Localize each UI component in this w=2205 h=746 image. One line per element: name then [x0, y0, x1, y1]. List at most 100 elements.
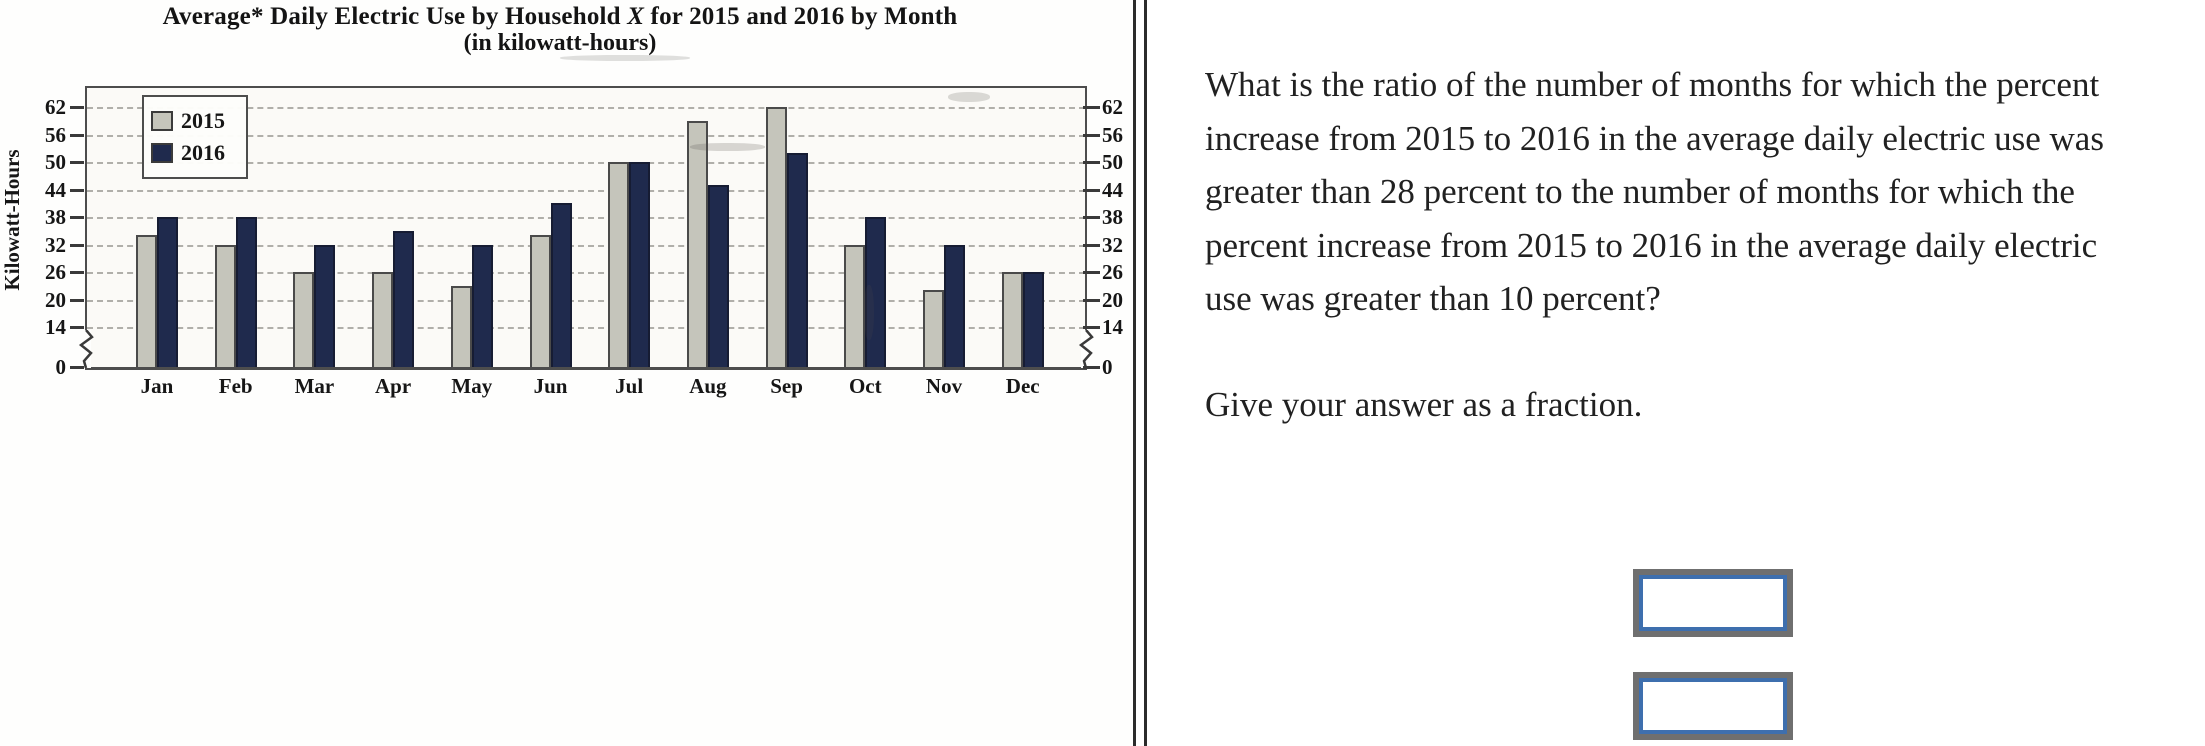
y-tick	[70, 271, 84, 274]
chart-title-household-x: X	[627, 3, 645, 30]
scan-smudge	[864, 285, 874, 340]
y-tick-label-right: 56	[1102, 122, 1123, 147]
month-label-apr: Apr	[375, 374, 412, 398]
question-text-line: What is the ratio of the number of month…	[1205, 65, 2100, 104]
y-tick-label-left: 0	[55, 355, 67, 379]
y-tick-label-right: 38	[1102, 205, 1123, 229]
denominator-input[interactable]	[1639, 678, 1787, 734]
month-label-may: May	[451, 374, 493, 398]
y-tick	[1083, 243, 1100, 247]
y-tick-label-left: 38	[45, 205, 66, 229]
legend-swatch-2015	[151, 111, 173, 131]
legend-label-2015: 2015	[181, 108, 225, 133]
gridline	[87, 272, 1085, 274]
scan-smudge	[690, 143, 765, 151]
y-tick	[1083, 216, 1100, 219]
bar-2015-mar	[293, 272, 315, 367]
bar-2015-aug	[686, 120, 708, 367]
question-text-line: use was greater than 10 percent?	[1205, 279, 1661, 318]
month-label-feb: Feb	[218, 374, 253, 398]
y-tick-label-left: 62	[45, 95, 66, 119]
bar-2016-jun	[550, 203, 572, 367]
scan-smudge	[560, 55, 690, 61]
question-text-line: percent increase from 2015 to 2016 in th…	[1205, 225, 2098, 265]
gridline	[87, 134, 1085, 137]
bar-2015-oct	[844, 244, 866, 367]
bar-2016-feb	[235, 217, 257, 367]
y-tick-label-right: 26	[1102, 260, 1123, 284]
chart-panel: Average* Daily Electric Use by Household…	[0, 3, 1123, 398]
gridline	[87, 189, 1085, 192]
numerator-input[interactable]	[1639, 575, 1787, 631]
bar-2016-sep	[786, 152, 808, 367]
bar-2016-nov	[944, 244, 965, 367]
chart-title-suffix: for 2015 and 2016 by Month	[644, 3, 958, 30]
y-tick-label-right: 20	[1102, 287, 1123, 312]
y-tick	[1083, 161, 1100, 164]
y-tick	[70, 161, 84, 164]
axis-break-icon	[78, 330, 94, 368]
bar-2016-apr	[393, 230, 415, 367]
y-tick-label-left: 14	[45, 315, 66, 339]
gridline	[87, 244, 1085, 247]
y-tick-label-left: 44	[45, 177, 66, 202]
month-label-oct: Oct	[848, 374, 882, 398]
y-tick-label-right: 0	[1102, 355, 1113, 379]
gridline	[87, 162, 1085, 164]
chart-legend: 2015 2016	[142, 95, 248, 179]
gridline	[87, 299, 1085, 302]
bar-2015-nov	[923, 290, 944, 367]
legend-label-2016: 2016	[181, 140, 225, 165]
bar-2016-oct	[865, 217, 887, 367]
y-tick	[1083, 188, 1100, 192]
bar-2016-jan	[157, 217, 178, 367]
answer-instruction: Give your answer as a fraction.	[1205, 385, 1643, 424]
y-tick	[70, 243, 84, 247]
y-tick	[1083, 133, 1100, 137]
gridline	[87, 327, 1085, 329]
bar-2015-dec	[1001, 272, 1023, 367]
question-panel: What is the ratio of the number of month…	[1205, 58, 2205, 326]
month-label-jun: Jun	[533, 374, 568, 398]
month-label-aug: Aug	[689, 374, 727, 398]
bar-2015-sep	[765, 107, 787, 367]
bar-2015-jun	[529, 235, 551, 367]
denominator-box[interactable]	[1633, 672, 1793, 740]
y-tick-label-left: 32	[45, 232, 66, 257]
legend-item-2015: 2015	[151, 108, 239, 134]
y-tick	[1083, 326, 1100, 329]
y-tick-label-left: 26	[45, 260, 66, 284]
y-tick-label-right: 14	[1102, 315, 1123, 339]
y-tick	[70, 216, 84, 219]
y-tick	[1083, 271, 1100, 274]
plot-area: 2015 2016	[85, 86, 1087, 370]
bar-2016-aug	[707, 184, 729, 367]
numerator-box[interactable]	[1633, 569, 1793, 637]
bar-2016-may	[471, 244, 493, 367]
bar-2015-feb	[214, 244, 236, 367]
month-label-dec: Dec	[1005, 374, 1040, 398]
month-label-mar: Mar	[294, 374, 335, 398]
bar-2016-dec	[1022, 272, 1044, 367]
chart-title: Average* Daily Electric Use by Household…	[85, 3, 1035, 30]
bar-2015-jul	[608, 162, 630, 367]
y-tick	[1083, 298, 1100, 302]
y-tick	[1083, 366, 1100, 369]
scan-smudge	[948, 92, 990, 102]
bar-2016-mar	[314, 244, 336, 367]
gridline	[87, 107, 1085, 109]
y-tick-label-right: 32	[1102, 232, 1123, 257]
bar-2015-jan	[136, 235, 157, 367]
panel-divider	[1133, 0, 1147, 746]
bar-2015-apr	[372, 272, 394, 367]
month-label-nov: Nov	[925, 374, 963, 398]
chart-subtitle: (in kilowatt-hours)	[463, 30, 657, 56]
axis-break-icon	[1078, 330, 1094, 368]
month-label-jan: Jan	[140, 374, 174, 398]
y-tick-label-left: 20	[45, 287, 66, 312]
legend-swatch-2016	[151, 143, 173, 163]
y-tick-label-left: 56	[45, 122, 66, 147]
legend-item-2016: 2016	[151, 140, 239, 166]
bar-2015-may	[450, 285, 472, 367]
y-tick-label-right: 50	[1102, 150, 1123, 174]
